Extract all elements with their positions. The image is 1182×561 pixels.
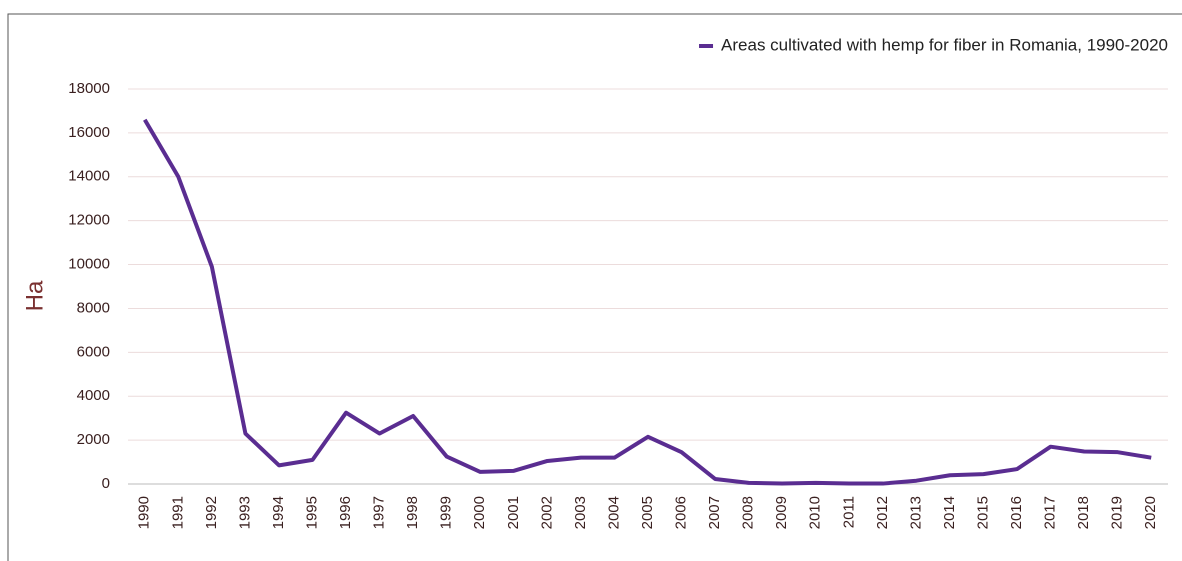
x-tick-label: 2006: [673, 496, 690, 529]
x-tick-label: 2009: [773, 496, 790, 529]
x-tick-label: 2007: [706, 496, 723, 529]
x-tick-label: 2011: [840, 496, 857, 528]
x-tick-label: 2010: [807, 496, 824, 529]
x-tick-label: 1996: [337, 496, 354, 529]
x-tick-label: 2019: [1109, 496, 1126, 529]
legend-label: Areas cultivated with hemp for fiber in …: [721, 35, 1168, 54]
y-axis-label: Ha: [21, 280, 48, 311]
x-tick-label: 1998: [404, 496, 421, 529]
x-tick-label: 2002: [538, 496, 555, 529]
data-line: [143, 118, 1152, 486]
x-tick-label: 1995: [303, 496, 320, 529]
x-tick-label: 2004: [605, 496, 622, 529]
y-tick-label: 2000: [77, 431, 110, 448]
x-tick-label: 2018: [1075, 496, 1092, 529]
y-tick-label: 8000: [77, 299, 110, 316]
x-tick-label: 2020: [1142, 496, 1159, 529]
y-tick-label: 18000: [68, 80, 110, 97]
y-tick-label: 12000: [68, 212, 110, 229]
y-tick-label: 6000: [77, 343, 110, 360]
x-tick-label: 1991: [169, 496, 186, 529]
x-tick-label: 1997: [371, 496, 388, 529]
chart-frame: [7, 13, 1182, 561]
x-tick-label: 1990: [136, 496, 153, 529]
y-tick-label: 16000: [68, 124, 110, 141]
x-tick-label: 2014: [941, 496, 958, 529]
y-tick-label: 0: [102, 475, 110, 492]
x-tick-label: 1999: [438, 496, 455, 529]
y-tick-label: 14000: [68, 168, 110, 185]
x-tick-label: 2008: [740, 496, 757, 529]
x-tick-label: 2013: [907, 496, 924, 529]
x-tick-label: 2001: [505, 496, 522, 529]
x-tick-label: 2005: [639, 496, 656, 529]
x-tick-label: 1992: [203, 496, 220, 529]
x-tick-label: 2003: [572, 496, 589, 529]
x-tick-label: 1994: [270, 496, 287, 529]
x-tick-label: 2016: [1008, 496, 1025, 529]
x-tick-label: 2012: [874, 496, 891, 529]
x-tick-label: 2017: [1042, 496, 1059, 529]
y-tick-label: 4000: [77, 387, 110, 404]
x-tick-label: 2000: [471, 496, 488, 529]
x-tick-label: 2015: [974, 496, 991, 529]
y-tick-label: 10000: [68, 256, 110, 273]
x-tick-label: 1993: [236, 496, 253, 529]
